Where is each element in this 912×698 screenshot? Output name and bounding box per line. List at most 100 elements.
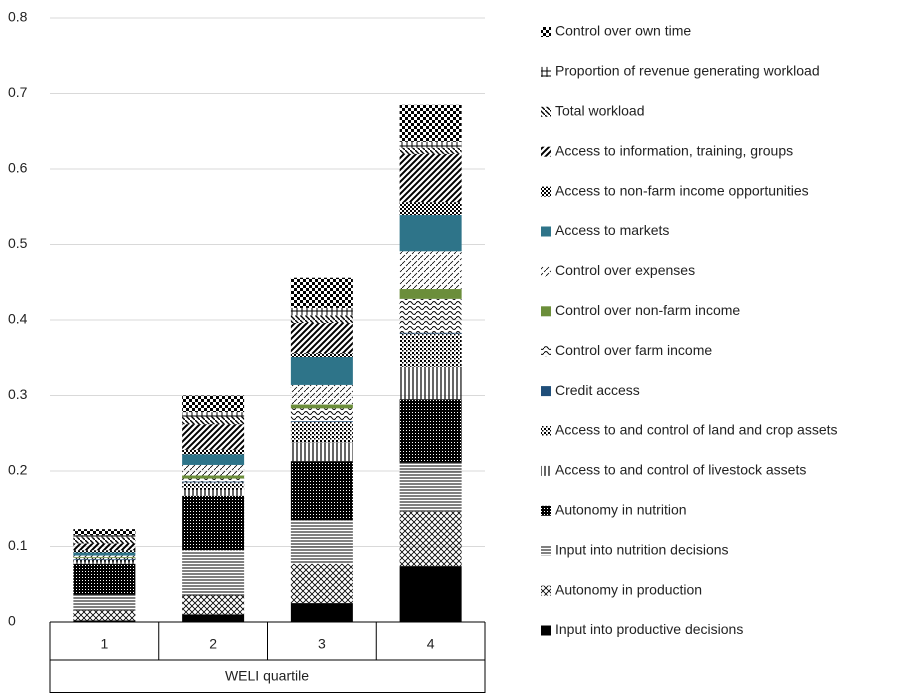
bar-segment (73, 560, 136, 562)
bar-segment (182, 412, 245, 417)
legend-label: Access to information, training, groups (555, 142, 793, 158)
bar-segment (290, 603, 353, 622)
bar-segment (290, 408, 353, 422)
legend-label: Control over expenses (555, 262, 695, 278)
bar-segment (399, 511, 462, 567)
legend-swatch (541, 426, 551, 436)
bar-segment (290, 356, 353, 385)
bar-segment (290, 563, 353, 604)
bar-segment (182, 489, 245, 496)
bar-segment (182, 424, 245, 450)
x-axis-title: WELI quartile (225, 668, 309, 684)
legend-swatch (541, 146, 551, 157)
bar-segment (182, 464, 245, 476)
x-tick-label: 3 (318, 636, 326, 652)
bar-segment (182, 482, 245, 490)
legend-label: Control over non-farm income (555, 302, 740, 318)
bar-segment (399, 566, 462, 622)
legend-label: Access to non-farm income opportunities (555, 182, 809, 198)
legend-swatch (541, 465, 551, 476)
legend-swatch (541, 226, 551, 237)
bar-segment (182, 449, 245, 455)
y-tick-label: 0 (8, 613, 16, 629)
bar-segment (182, 614, 245, 622)
bar-segment (399, 215, 462, 252)
x-tick-label: 2 (209, 636, 217, 652)
x-tick-label: 4 (427, 636, 435, 652)
bar-segment (290, 323, 353, 354)
bar-segment (73, 535, 136, 538)
legend-label: Access to markets (555, 222, 669, 238)
y-tick-label: 0.3 (8, 386, 28, 402)
bar-segment (399, 251, 462, 290)
legend-label: Input into nutrition decisions (555, 541, 729, 557)
bar-segment (290, 315, 353, 324)
legend-swatch (541, 106, 551, 117)
legend-label: Autonomy in nutrition (555, 502, 687, 518)
legend-label: Credit access (555, 382, 640, 398)
bar-segment (73, 559, 136, 561)
legend-label: Control over own time (555, 23, 691, 39)
y-tick-label: 0.1 (8, 537, 28, 553)
legend-swatch (541, 27, 551, 37)
bar-segment (182, 595, 245, 615)
legend-label: Input into productive decisions (555, 621, 743, 637)
legend-swatch (541, 585, 551, 596)
bar-segment (73, 543, 136, 551)
bar-segment (73, 537, 136, 544)
bar-segment (182, 550, 245, 596)
bar-segment (182, 416, 245, 425)
bar-segment (399, 153, 462, 203)
bar-segment (73, 610, 136, 621)
legend-swatch (541, 306, 551, 317)
bar-segment (399, 332, 462, 334)
bar-segment (399, 399, 462, 463)
bar-segment (290, 353, 353, 357)
bar-segment (399, 104, 462, 142)
legend-label: Control over farm income (555, 342, 712, 358)
bar-segment (73, 550, 136, 553)
bar-segment (182, 478, 245, 482)
bar-segment (73, 561, 136, 564)
bar-segment (73, 552, 136, 556)
y-tick-label: 0.4 (8, 311, 28, 327)
bar-segment (399, 147, 462, 154)
bar-segment (290, 442, 353, 462)
x-tick-label: 1 (100, 636, 108, 652)
legend-swatch (541, 66, 551, 77)
legend-swatch (541, 505, 551, 516)
y-tick-label: 0.6 (8, 160, 28, 176)
bar-segment (73, 557, 136, 560)
bar-segment (290, 461, 353, 521)
bar-segment (399, 366, 462, 400)
y-tick-label: 0.7 (8, 84, 28, 100)
bar-segment (290, 421, 353, 422)
bar-segment (182, 395, 245, 413)
y-tick-label: 0.5 (8, 235, 28, 251)
bar-segment (182, 454, 245, 465)
bar-segment (290, 277, 353, 308)
bar-segment (73, 620, 136, 622)
legend-label: Access to and control of livestock asset… (555, 462, 806, 478)
bar-segment (290, 384, 353, 405)
bar-segment (290, 421, 353, 443)
bar-segment (399, 141, 462, 148)
bar-segment (399, 333, 462, 367)
bar-segment (73, 555, 136, 558)
legend-swatch (541, 266, 551, 277)
legend-swatch (541, 346, 551, 357)
bar-segment (73, 594, 136, 611)
bar-segment (73, 557, 136, 558)
bar-segment (399, 289, 462, 299)
bar-segment (399, 202, 462, 216)
bar-segment (290, 520, 353, 564)
bar-segment (182, 475, 245, 479)
legend-swatch (541, 545, 551, 556)
bar-segment (73, 563, 136, 595)
bar-segment (290, 307, 353, 316)
legend-swatch (541, 625, 551, 636)
legend-label: Total workload (555, 103, 645, 119)
legend-label: Access to and control of land and crop a… (555, 422, 838, 438)
bar-segment (182, 495, 245, 551)
bar-segment (399, 462, 462, 512)
